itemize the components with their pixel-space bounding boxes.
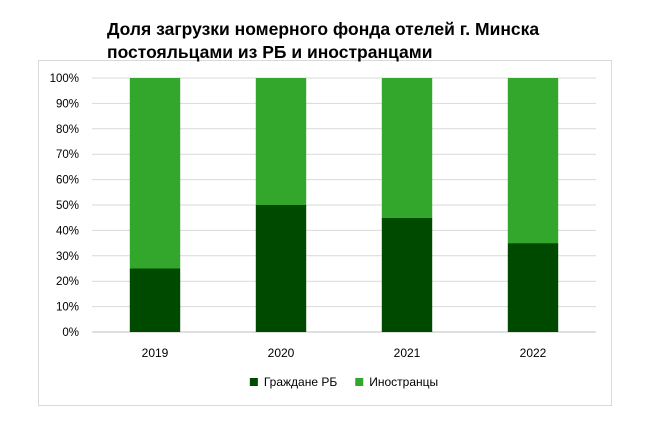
y-tick-label: 40% (56, 225, 79, 237)
y-tick-label: 100% (50, 73, 79, 85)
bar-segment (507, 78, 559, 244)
bar-segment (381, 78, 433, 218)
y-tick-label: 20% (56, 276, 79, 288)
bars (129, 78, 559, 332)
bar-segment (255, 205, 307, 332)
x-tick-label: 2021 (394, 346, 421, 360)
chart-title: Доля загрузки номерного фонда отелей г. … (107, 18, 577, 64)
bar-segment (129, 268, 181, 332)
y-tick-label: 10% (56, 302, 79, 314)
legend-label: Иностранцы (369, 375, 438, 389)
x-tick-label: 2020 (268, 346, 295, 360)
y-tick-label: 30% (56, 251, 79, 263)
chart-title-line-1: Доля загрузки номерного фонда отелей г. … (107, 19, 540, 39)
y-tick-label: 50% (56, 200, 79, 212)
chart-title-line-2: постояльцами из РБ и иностранцами (107, 42, 433, 62)
legend-swatch (355, 378, 364, 386)
y-tick-label: 80% (56, 124, 79, 136)
y-axis: 0% 10% 20% 30% 40% 50% 60% 70% 80% 90% 100% (50, 73, 79, 339)
x-axis: 2019 2020 2021 2022 (142, 346, 547, 360)
y-tick-label: 90% (56, 98, 79, 110)
x-tick-label: 2022 (520, 346, 547, 360)
x-tick-label: 2019 (142, 346, 169, 360)
bar-segment (129, 78, 181, 269)
y-tick-label: 70% (56, 149, 79, 161)
bar-segment (507, 243, 559, 332)
bar-segment (255, 78, 307, 205)
y-tick-label: 60% (56, 175, 79, 187)
legend-swatch (249, 378, 258, 386)
legend-label: Граждане РБ (264, 375, 338, 389)
bar-segment (381, 217, 433, 332)
legend: Граждане РБ Иностранцы (249, 375, 438, 389)
y-tick-label: 0% (62, 327, 79, 339)
